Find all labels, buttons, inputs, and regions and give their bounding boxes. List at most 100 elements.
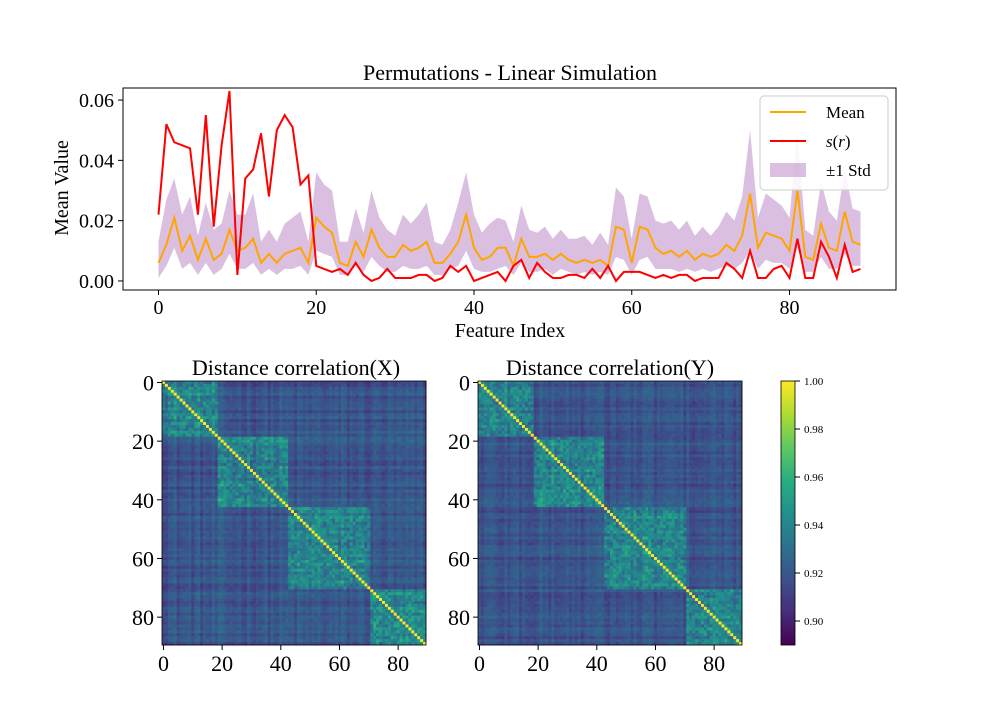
heatmap-cell (390, 498, 395, 502)
heatmap-cell (335, 430, 339, 435)
heatmap-cell (396, 392, 400, 397)
heatmap-cell (396, 448, 400, 452)
heatmap-cell (164, 451, 169, 455)
heatmap-cell (270, 433, 274, 438)
heatmap-cell (299, 442, 304, 446)
heatmap-cell (408, 539, 412, 543)
heatmap-cell (276, 501, 280, 505)
heatmap-cell (232, 463, 236, 467)
heatmap-cell (294, 383, 298, 388)
heatmap-cell (179, 445, 183, 449)
heatmap-cell (206, 489, 210, 493)
heatmap-cell (308, 439, 312, 443)
heatmap-cell (376, 427, 380, 432)
heatmap-cell (264, 471, 268, 476)
heatmap-cell (332, 395, 336, 399)
heatmap-cell (173, 504, 178, 508)
heatmap-cell (167, 445, 172, 449)
heatmap-cell (370, 395, 374, 399)
heatmap-cell (355, 492, 359, 496)
heatmap-cell (308, 504, 312, 508)
heatmap-cell (349, 507, 354, 511)
heatmap-cell (232, 533, 236, 537)
heatmap-cell (285, 383, 289, 388)
heatmap-cell (376, 404, 380, 408)
heatmap-cell (235, 383, 239, 388)
heatmap-cell (229, 466, 233, 470)
heatmap-cell (390, 448, 395, 452)
heatmap-cell (276, 454, 280, 458)
heatmap-cell (170, 542, 175, 546)
heatmap-cell (235, 404, 239, 408)
heatmap-cell (203, 398, 207, 402)
heatmap-cell (238, 510, 242, 514)
heatmap-cell (323, 422, 327, 426)
heatmap-cell (258, 445, 263, 449)
heatmap-cell (270, 427, 274, 432)
heatmap-cell (288, 401, 292, 405)
heatmap-cell (320, 524, 324, 529)
heatmap-cell (232, 510, 236, 514)
heatmap-cell (323, 533, 327, 537)
heatmap-cell (250, 521, 254, 526)
heatmap-cell (373, 474, 377, 479)
heatmap-cell (302, 466, 307, 470)
heatmap-cell (217, 521, 222, 526)
heatmap-cell (217, 533, 222, 537)
heatmap-cell (294, 501, 298, 505)
heatmap-cell (387, 425, 392, 429)
heatmap-cell (340, 483, 345, 487)
heatmap-cell (370, 386, 374, 391)
heatmap-cell (241, 448, 245, 452)
heatmap-cell (235, 513, 239, 517)
heatmap-cell (241, 477, 245, 482)
heatmap-cell (267, 483, 271, 487)
heatmap-cell (349, 524, 354, 529)
heatmap-cell (276, 445, 280, 449)
heatmap-cell (317, 422, 321, 426)
heatmap-cell (264, 433, 268, 438)
heatmap-cell (414, 422, 418, 426)
heatmap-cell (220, 469, 224, 473)
heatmap-cell (235, 536, 239, 540)
heatmap-cell (220, 486, 224, 490)
heatmap-cell (252, 416, 257, 420)
heatmap-cell (167, 466, 172, 470)
heatmap-cell (364, 381, 368, 385)
heatmap-cell (294, 521, 298, 526)
heatmap-cell (349, 539, 354, 543)
heatmap-cell (188, 515, 192, 520)
heatmap-cell (376, 381, 380, 385)
heatmap-cell (311, 448, 315, 452)
heatmap-cell (229, 530, 233, 534)
heatmap-cell (276, 460, 280, 464)
heatmap-cell (367, 386, 371, 391)
heatmap-cell (329, 436, 333, 441)
heatmap-cell (320, 398, 324, 402)
heatmap-cell (264, 495, 268, 499)
heatmap-cell (311, 442, 315, 446)
heatmap-cell (276, 427, 280, 432)
heatmap-cell (296, 527, 301, 531)
heatmap-cell (211, 486, 216, 490)
heatmap-cell (244, 436, 248, 441)
heatmap-cell (408, 495, 412, 499)
heatmap-cell (203, 466, 207, 470)
heatmap-cell (211, 474, 216, 479)
heatmap-cell (384, 489, 389, 493)
heatmap-cell (223, 419, 227, 423)
heatmap-cell (338, 460, 342, 464)
heatmap-cell (217, 530, 222, 534)
heatmap-cell (367, 492, 371, 496)
heatmap-cell (352, 498, 356, 502)
heatmap-cell (370, 518, 374, 523)
heatmap-cell (302, 530, 307, 534)
heatmap-cell (373, 445, 377, 449)
heatmap-cell (405, 389, 409, 394)
heatmap-cell (420, 533, 424, 537)
heatmap-cell (276, 521, 280, 526)
heatmap-cell (235, 486, 239, 490)
heatmap-cell (291, 448, 295, 452)
heatmap-cell (384, 381, 389, 385)
heatmap-cell (299, 504, 304, 508)
